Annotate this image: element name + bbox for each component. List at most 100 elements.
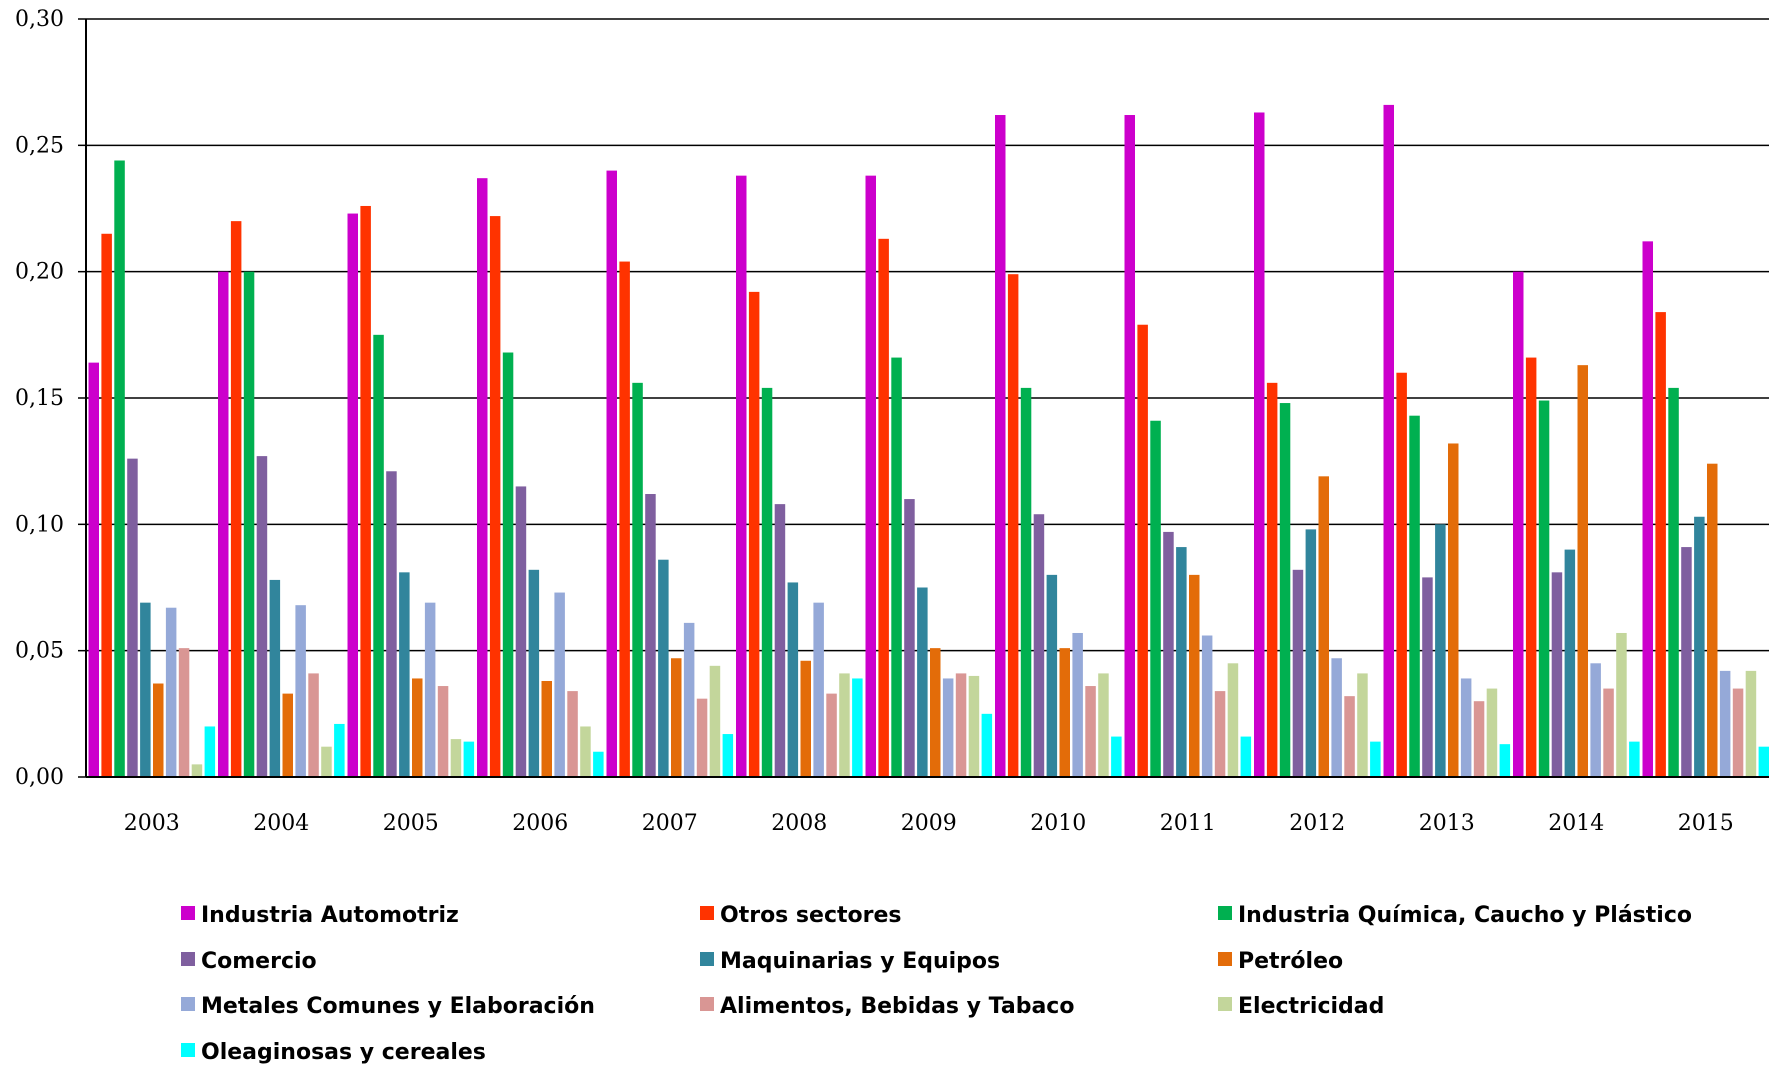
x-tick-labels: 2003 2004 2005 2006 2007 2008 2009 2010 2011 2012… <box>124 811 1734 836</box>
bar <box>1629 741 1640 777</box>
legend-swatch <box>181 906 195 920</box>
bar <box>1331 658 1342 777</box>
bar <box>1681 547 1692 777</box>
bar <box>165 607 177 777</box>
bar <box>450 739 462 777</box>
x-tick-label: 2003 <box>124 811 180 836</box>
legend-swatch <box>700 906 714 920</box>
bar <box>399 572 410 777</box>
bar <box>1305 529 1317 777</box>
bar <box>567 691 578 777</box>
legend: Industria Automotriz Otros sectores Indust… <box>181 903 1692 1065</box>
bar <box>373 334 384 777</box>
bar <box>178 648 190 777</box>
bar <box>632 382 643 777</box>
bar <box>463 741 475 777</box>
y-tick-label: 0,15 <box>15 386 64 411</box>
bar <box>891 357 902 777</box>
bar <box>1072 632 1083 777</box>
bar <box>1486 688 1498 777</box>
bar <box>424 602 436 777</box>
bar <box>839 673 850 777</box>
bar <box>593 751 604 777</box>
x-tick-label: 2011 <box>1160 811 1216 836</box>
bar <box>1254 112 1265 777</box>
bar <box>1758 746 1769 777</box>
bar <box>127 458 138 777</box>
bar <box>748 291 760 777</box>
bar <box>1189 574 1200 777</box>
bar <box>1616 632 1627 777</box>
bar <box>140 602 151 777</box>
bar <box>1383 104 1394 777</box>
bar <box>981 713 993 777</box>
bar <box>1694 516 1705 777</box>
bar <box>1150 420 1161 777</box>
bar <box>955 673 967 777</box>
bar <box>437 686 449 777</box>
bar <box>580 726 591 777</box>
bar <box>321 746 332 777</box>
bars <box>88 104 1769 778</box>
bar <box>360 205 371 777</box>
bar <box>709 665 721 777</box>
bar <box>412 678 423 777</box>
y-tick-labels: 0,00 0,05 0,10 0,15 0,20 0,25 0,30 <box>15 7 64 790</box>
bar <box>191 764 203 777</box>
bar <box>1732 688 1744 777</box>
bar <box>1745 670 1757 777</box>
x-tick-label: 2014 <box>1548 811 1604 836</box>
bar <box>114 160 125 777</box>
bar <box>1590 663 1601 777</box>
bar <box>865 175 876 778</box>
bar <box>554 592 565 777</box>
bar <box>386 471 397 777</box>
bar <box>1201 635 1213 777</box>
legend-label: Metales Comunes y Elaboración <box>201 994 595 1019</box>
bar <box>1059 648 1070 777</box>
bar <box>1020 387 1032 777</box>
bar <box>1214 691 1226 777</box>
legend-swatch <box>1218 952 1232 966</box>
bar <box>683 622 695 777</box>
bar <box>528 569 540 777</box>
bar <box>1318 476 1329 777</box>
bar <box>1124 115 1135 778</box>
bar <box>619 261 630 777</box>
bar <box>489 216 501 777</box>
bar <box>968 675 980 777</box>
bar <box>282 693 293 777</box>
bar <box>1163 531 1174 777</box>
bar <box>1409 415 1420 777</box>
legend-swatch <box>700 997 714 1011</box>
bar <box>1137 324 1148 777</box>
bar <box>800 660 811 777</box>
bar <box>308 673 319 777</box>
legend-label: Petróleo <box>1238 949 1343 974</box>
bar <box>904 499 915 777</box>
bar <box>942 678 954 777</box>
x-tick-label: 2006 <box>512 811 568 836</box>
bar <box>1603 688 1614 777</box>
bar <box>774 504 786 777</box>
legend-label: Electricidad <box>1238 994 1384 1019</box>
x-tick-label: 2015 <box>1678 811 1734 836</box>
bar <box>269 579 281 777</box>
bar <box>502 352 514 777</box>
legend-swatch <box>1218 997 1232 1011</box>
bar <box>1111 736 1122 777</box>
bar <box>256 456 268 777</box>
bar <box>1292 569 1304 777</box>
legend-swatch <box>181 1043 195 1057</box>
x-tick-label: 2005 <box>383 811 439 836</box>
x-tick-label: 2012 <box>1289 811 1345 836</box>
bar <box>1227 663 1239 777</box>
bar <box>1007 274 1019 777</box>
bar <box>1370 741 1381 777</box>
legend-label: Industria Automotriz <box>201 903 459 928</box>
bar <box>1098 673 1109 777</box>
bar <box>1668 387 1679 777</box>
bar <box>813 602 824 777</box>
legend-swatch <box>1218 906 1232 920</box>
